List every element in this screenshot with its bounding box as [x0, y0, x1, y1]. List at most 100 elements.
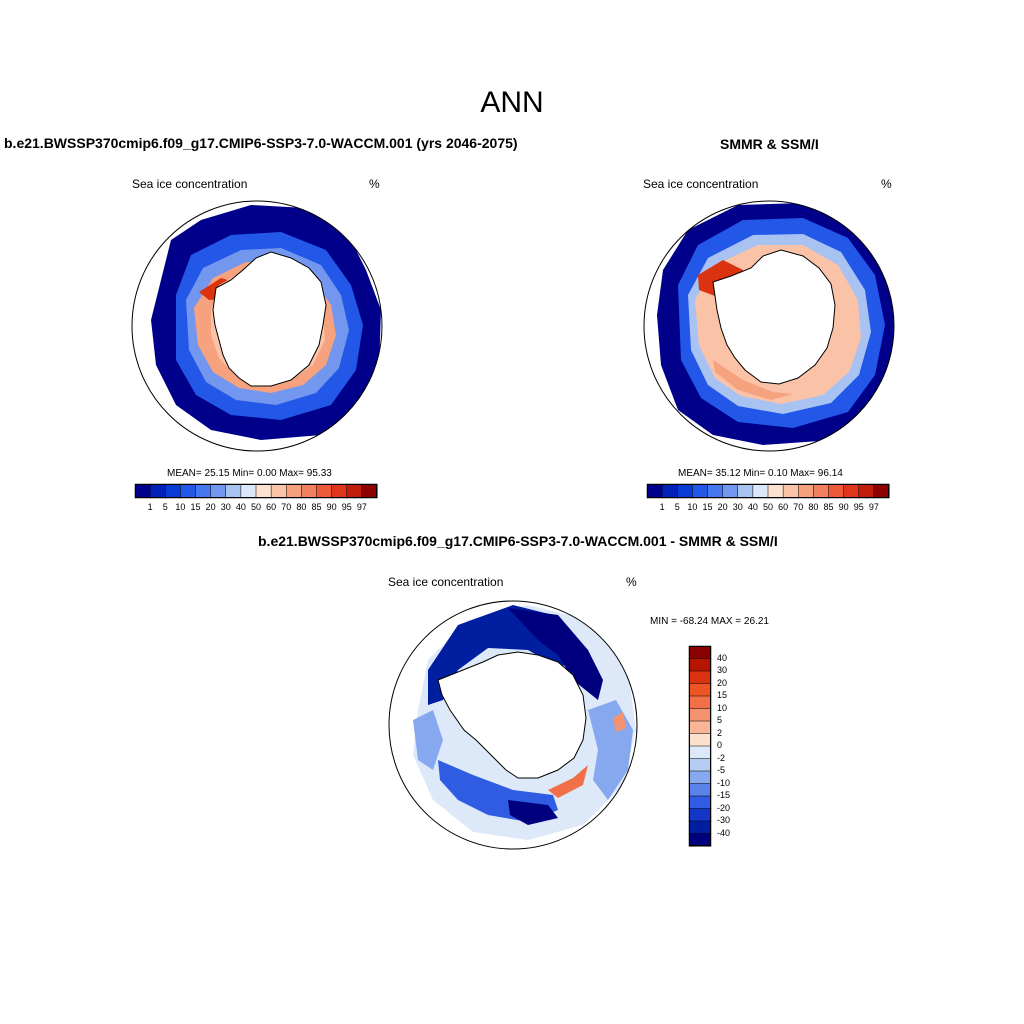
colorbar-swatch	[688, 758, 712, 772]
colorbar-swatch	[813, 483, 830, 499]
colorbar-tick-label: 60	[778, 502, 789, 512]
model-variable-label: Sea ice concentration	[132, 177, 248, 191]
colorbar-tick-label: 1	[147, 502, 153, 512]
colorbar-tick-label: 80	[808, 502, 819, 512]
colorbar-swatch	[688, 683, 712, 697]
colorbar-tick-label: 5	[674, 502, 680, 512]
obs-variable-label: Sea ice concentration	[643, 177, 759, 191]
colorbar-tick-label: 95	[341, 502, 352, 512]
colorbar-tick-label: 50	[250, 502, 262, 512]
colorbar-tick-label: 0	[717, 740, 723, 750]
colorbar-tick-label: 15	[717, 690, 728, 700]
colorbar-tick-label: 2	[717, 727, 723, 738]
colorbar-tick-label: 30	[717, 665, 728, 675]
colorbar-swatch	[688, 695, 712, 710]
colorbar-swatch	[210, 483, 227, 499]
colorbar-tick-label: 40	[747, 502, 758, 512]
colorbar-swatch	[722, 483, 739, 499]
colorbar-swatch	[707, 483, 724, 499]
colorbar-swatch	[180, 483, 197, 499]
model-polar-map	[131, 200, 383, 452]
colorbar-swatch	[782, 483, 799, 499]
colorbar-tick-label: 97	[356, 502, 367, 512]
diff-variable-label: Sea ice concentration	[388, 575, 504, 589]
colorbar-swatch	[767, 483, 784, 499]
colorbar-swatch	[688, 720, 712, 735]
colorbar-swatch	[688, 745, 712, 760]
model-stats: MEAN= 25.15 Min= 0.00 Max= 95.33	[167, 468, 332, 479]
diff-panel-title: b.e21.BWSSP370cmip6.f09_g17.CMIP6-SSP3-7…	[258, 533, 778, 549]
colorbar-tick-label: 15	[190, 502, 201, 512]
colorbar-tick-label: 85	[823, 502, 834, 512]
colorbar-swatch	[688, 820, 712, 835]
colorbar-tick-label: -30	[717, 815, 731, 825]
figure-title: ANN	[480, 86, 544, 119]
colorbar-swatch	[646, 483, 663, 499]
colorbar-swatch	[301, 483, 318, 499]
model-colorbar	[134, 483, 378, 499]
diff-stats: MIN = -68.24 MAX = 26.21	[650, 616, 769, 627]
obs-stats: MEAN= 35.12 Min= 0.10 Max= 96.14	[678, 468, 843, 479]
colorbar-tick-label: 60	[266, 502, 277, 512]
colorbar-swatch	[346, 483, 363, 499]
colorbar-swatch	[270, 483, 287, 499]
diff-polar-map	[388, 600, 638, 850]
colorbar-tick-label: 20	[717, 677, 728, 688]
model-units-label: %	[369, 177, 380, 191]
colorbar-swatch	[255, 483, 272, 499]
colorbar-swatch	[688, 783, 712, 797]
colorbar-tick-label: 50	[762, 502, 774, 512]
diff-colorbar	[688, 645, 712, 847]
colorbar-swatch	[692, 483, 709, 499]
colorbar-tick-label: 85	[311, 502, 322, 512]
obs-panel-title: SMMR & SSM/I	[720, 136, 819, 152]
colorbar-swatch	[286, 483, 302, 499]
colorbar-swatch	[195, 483, 212, 499]
colorbar-swatch	[661, 483, 678, 499]
colorbar-tick-label: 20	[205, 502, 216, 512]
colorbar-swatch	[225, 483, 242, 499]
colorbar-tick-label: 40	[717, 652, 728, 663]
colorbar-tick-label: -10	[717, 777, 731, 788]
colorbar-tick-label: 1	[659, 502, 665, 512]
colorbar-tick-label: 20	[717, 502, 728, 512]
colorbar-tick-label: 5	[162, 502, 168, 512]
colorbar-swatch	[688, 645, 712, 660]
colorbar-tick-label: 70	[793, 502, 804, 512]
colorbar-swatch	[873, 483, 890, 499]
colorbar-swatch	[240, 483, 257, 499]
colorbar-tick-label: 80	[296, 502, 307, 512]
colorbar-swatch	[843, 483, 860, 499]
colorbar-swatch	[316, 483, 333, 499]
colorbar-tick-label: -5	[717, 765, 726, 775]
colorbar-swatch	[688, 733, 712, 747]
colorbar-swatch	[858, 483, 875, 499]
colorbar-tick-label: 40	[235, 502, 246, 512]
obs-colorbar-swatches	[646, 483, 890, 499]
colorbar-tick-label: -2	[717, 752, 726, 763]
colorbar-swatch	[688, 795, 712, 810]
colorbar-tick-label: 70	[281, 502, 292, 512]
colorbar-tick-label: 90	[838, 502, 849, 512]
obs-units-label: %	[881, 177, 892, 191]
colorbar-tick-label: 5	[717, 715, 723, 725]
colorbar-swatch	[688, 770, 712, 785]
colorbar-tick-label: 15	[702, 502, 713, 512]
colorbar-swatch	[165, 483, 181, 499]
colorbar-tick-label: 10	[717, 702, 728, 713]
colorbar-swatch	[737, 483, 754, 499]
model-colorbar-swatches	[134, 483, 378, 499]
obs-polar-map	[643, 200, 895, 452]
colorbar-swatch	[752, 483, 769, 499]
colorbar-tick-label: 10	[687, 502, 698, 512]
diff-colorbar-swatches	[688, 645, 712, 847]
colorbar-swatch	[828, 483, 845, 499]
colorbar-tick-label: 90	[326, 502, 337, 512]
colorbar-swatch	[798, 483, 814, 499]
colorbar-swatch	[688, 833, 712, 847]
obs-colorbar	[646, 483, 890, 499]
colorbar-tick-label: 97	[868, 502, 879, 512]
colorbar-tick-label: -15	[717, 790, 731, 800]
colorbar-swatch	[688, 708, 712, 722]
colorbar-tick-label: 10	[175, 502, 186, 512]
